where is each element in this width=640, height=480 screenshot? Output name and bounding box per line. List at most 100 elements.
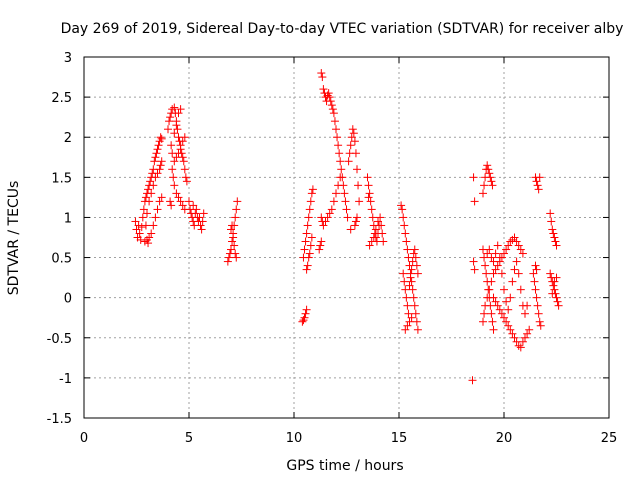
data-point [145, 233, 154, 242]
data-point [506, 325, 515, 334]
data-point [408, 285, 417, 294]
data-point [365, 189, 374, 198]
data-point [327, 101, 336, 110]
data-point [409, 249, 418, 258]
data-point [481, 261, 490, 270]
data-point [487, 253, 496, 262]
data-point [176, 105, 185, 114]
data-point [157, 157, 166, 166]
data-point [132, 225, 141, 234]
data-point [334, 181, 343, 190]
data-point [502, 297, 511, 306]
data-point [228, 221, 237, 230]
data-point [146, 177, 155, 186]
data-point [516, 343, 525, 352]
data-point [343, 213, 352, 222]
data-point [300, 313, 309, 322]
data-point [170, 103, 179, 112]
data-point [172, 121, 181, 130]
data-point [488, 181, 497, 190]
x-tick-label: 15 [391, 431, 408, 446]
data-point [500, 249, 508, 258]
data-point [399, 269, 408, 278]
data-point [317, 237, 326, 246]
data-point [402, 293, 411, 302]
data-point [367, 205, 376, 214]
data-point [403, 301, 412, 310]
data-point [489, 325, 498, 334]
y-axis-label: SDTVAR / TECUs [6, 181, 22, 296]
data-point [333, 133, 342, 142]
data-point [336, 157, 345, 166]
data-point [231, 213, 240, 222]
data-point [231, 249, 240, 258]
data-point [154, 141, 163, 150]
data-point [493, 241, 502, 250]
data-point [534, 185, 543, 194]
data-point [510, 333, 519, 342]
data-point [341, 197, 350, 206]
data-point [164, 125, 172, 134]
data-points [131, 69, 563, 385]
data-point [521, 333, 529, 342]
data-point [378, 229, 387, 238]
data-point [502, 245, 511, 254]
data-point [411, 309, 420, 318]
data-point [411, 253, 420, 262]
data-point [413, 325, 422, 334]
data-point [371, 225, 380, 234]
data-point [228, 237, 237, 246]
data-point [153, 169, 162, 178]
data-point [401, 229, 410, 238]
data-point [550, 233, 559, 242]
chart-title: Day 269 of 2019, Sidereal Day-to-day VTE… [61, 21, 624, 37]
data-point [180, 165, 189, 174]
data-point [172, 153, 181, 162]
data-point [407, 265, 416, 274]
data-point [549, 229, 558, 238]
data-point [400, 277, 409, 286]
data-point [335, 149, 344, 158]
data-point [369, 233, 378, 242]
data-point [303, 221, 312, 230]
y-tick-label: -1.5 [47, 412, 72, 427]
data-point [169, 173, 178, 182]
data-point [488, 317, 497, 326]
data-point [470, 265, 479, 274]
data-point [405, 281, 414, 290]
data-point [149, 181, 158, 190]
data-point [155, 165, 164, 174]
data-point [398, 205, 407, 214]
data-point [482, 269, 491, 278]
data-point [232, 205, 241, 214]
data-point [504, 321, 513, 330]
data-point [364, 181, 373, 190]
data-point [480, 181, 489, 190]
data-point [170, 181, 179, 190]
data-point [151, 213, 160, 222]
data-point [321, 217, 330, 226]
data-point [173, 125, 182, 134]
data-point [351, 149, 360, 158]
data-point [332, 189, 340, 198]
data-point [399, 213, 408, 222]
data-point [512, 257, 521, 266]
data-point [491, 249, 500, 258]
data-point [176, 197, 185, 206]
data-point [157, 193, 166, 202]
data-point [307, 189, 316, 198]
data-point [508, 329, 517, 338]
data-point [323, 213, 332, 222]
data-point [192, 205, 201, 214]
data-point [135, 229, 144, 238]
data-point [491, 265, 500, 274]
data-point [196, 221, 205, 230]
data-point [198, 217, 207, 226]
data-point [495, 305, 504, 314]
data-point [402, 237, 411, 246]
data-point [531, 261, 540, 270]
data-point [141, 193, 150, 202]
data-point [151, 153, 160, 162]
data-point [306, 197, 315, 206]
